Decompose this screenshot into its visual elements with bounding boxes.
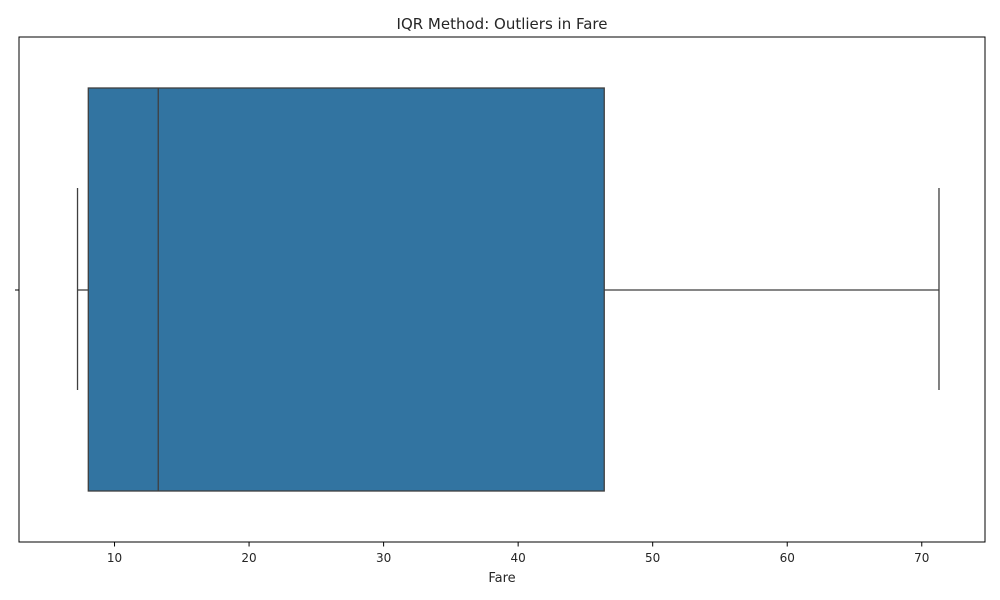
- plot-area: [15, 36, 986, 543]
- x-tick-label: 20: [241, 551, 256, 565]
- x-tick-label: 50: [645, 551, 660, 565]
- x-tick-label: 30: [376, 551, 391, 565]
- x-axis: 10 20 30 40 50 60 70: [107, 542, 929, 565]
- chart-title: IQR Method: Outliers in Fare: [397, 15, 608, 33]
- x-axis-label: Fare: [488, 571, 515, 586]
- x-tick-label: 10: [107, 551, 122, 565]
- x-tick-label: 60: [780, 551, 795, 565]
- x-tick-label: 70: [914, 551, 929, 565]
- x-tick-label: 40: [511, 551, 526, 565]
- iqr-box: [87, 87, 605, 492]
